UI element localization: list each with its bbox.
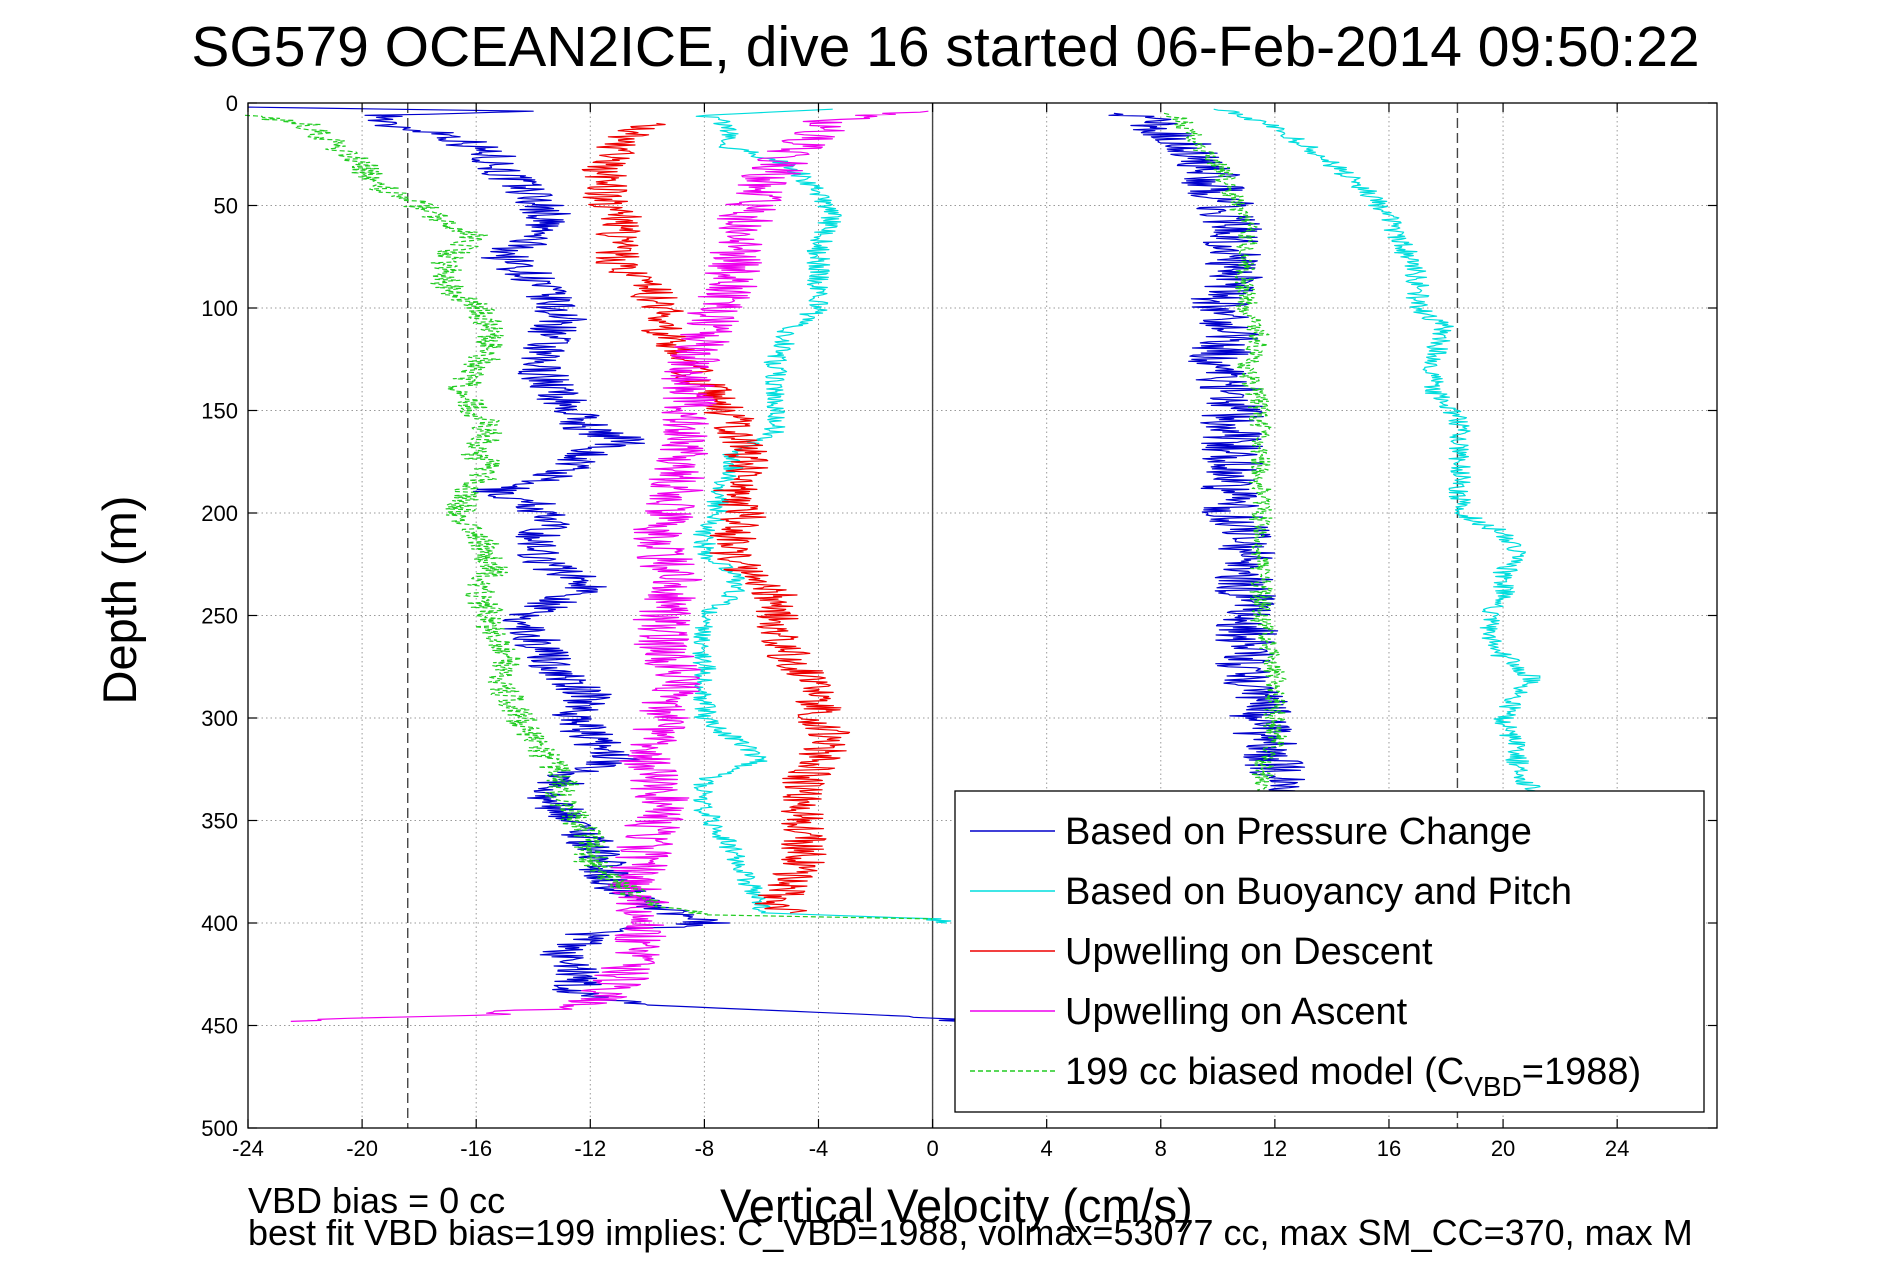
y-tick-label: 500 — [201, 1116, 238, 1141]
y-tick-label: 400 — [201, 911, 238, 936]
x-tick-label: -24 — [232, 1136, 264, 1161]
series-line-2 — [581, 122, 851, 914]
axis-ticks: -24 -20 -16 -12 -8 -4 0 4 8 12 16 20 24 0 50 100 150 200 2… — [201, 91, 1717, 1161]
x-tick-label: 8 — [1155, 1136, 1167, 1161]
y-axis-label: Depth (m) — [93, 495, 146, 705]
series-line-1 — [692, 108, 952, 924]
y-tick-label: 450 — [201, 1014, 238, 1039]
legend[interactable]: Based on Pressure Change Based on Buoyanc… — [954, 790, 1705, 1113]
series-line-7 — [1163, 112, 1287, 797]
y-tick-label: 100 — [201, 296, 238, 321]
x-tick-label: 16 — [1377, 1136, 1401, 1161]
vbd-bias-note: VBD bias = 0 cc — [248, 1180, 506, 1221]
y-tick-label: 150 — [201, 399, 238, 424]
x-tick-label: 20 — [1491, 1136, 1515, 1161]
y-tick-label: 200 — [201, 501, 238, 526]
y-tick-label: 50 — [214, 194, 238, 219]
y-tick-label: 350 — [201, 809, 238, 834]
series-line-0 — [247, 106, 966, 1022]
y-tick-label: 0 — [226, 91, 238, 116]
legend-label: Based on Buoyancy and Pitch — [1065, 871, 1572, 913]
legend-box — [954, 790, 1705, 1113]
y-tick-label: 300 — [201, 706, 238, 731]
x-tick-label: -20 — [346, 1136, 378, 1161]
legend-label: Upwelling on Descent — [1065, 931, 1433, 973]
y-tick-label: 250 — [201, 604, 238, 629]
legend-label: Based on Pressure Change — [1065, 811, 1532, 853]
best-fit-note: best fit VBD bias=199 implies: C_VBD=198… — [248, 1212, 1693, 1253]
x-tick-label: -12 — [574, 1136, 606, 1161]
legend-label: Upwelling on Ascent — [1065, 991, 1408, 1033]
series-line-4 — [244, 114, 933, 920]
x-tick-label: 12 — [1263, 1136, 1287, 1161]
x-tick-label: 24 — [1605, 1136, 1629, 1161]
x-axis-label: Vertical Velocity (cm/s) — [720, 1179, 1193, 1232]
x-tick-label: -4 — [809, 1136, 829, 1161]
series-line-6 — [1213, 108, 1542, 801]
data-series — [244, 106, 1542, 1022]
x-tick-label: -16 — [460, 1136, 492, 1161]
reference-lines — [407, 103, 1459, 1128]
x-tick-label: 4 — [1041, 1136, 1053, 1161]
x-tick-label: -8 — [695, 1136, 715, 1161]
x-tick-label: 0 — [926, 1136, 938, 1161]
series-line-3 — [290, 110, 929, 1022]
chart-title: SG579 OCEAN2ICE, dive 16 started 06-Feb-… — [191, 15, 1700, 79]
series-line-5 — [1108, 112, 1306, 797]
